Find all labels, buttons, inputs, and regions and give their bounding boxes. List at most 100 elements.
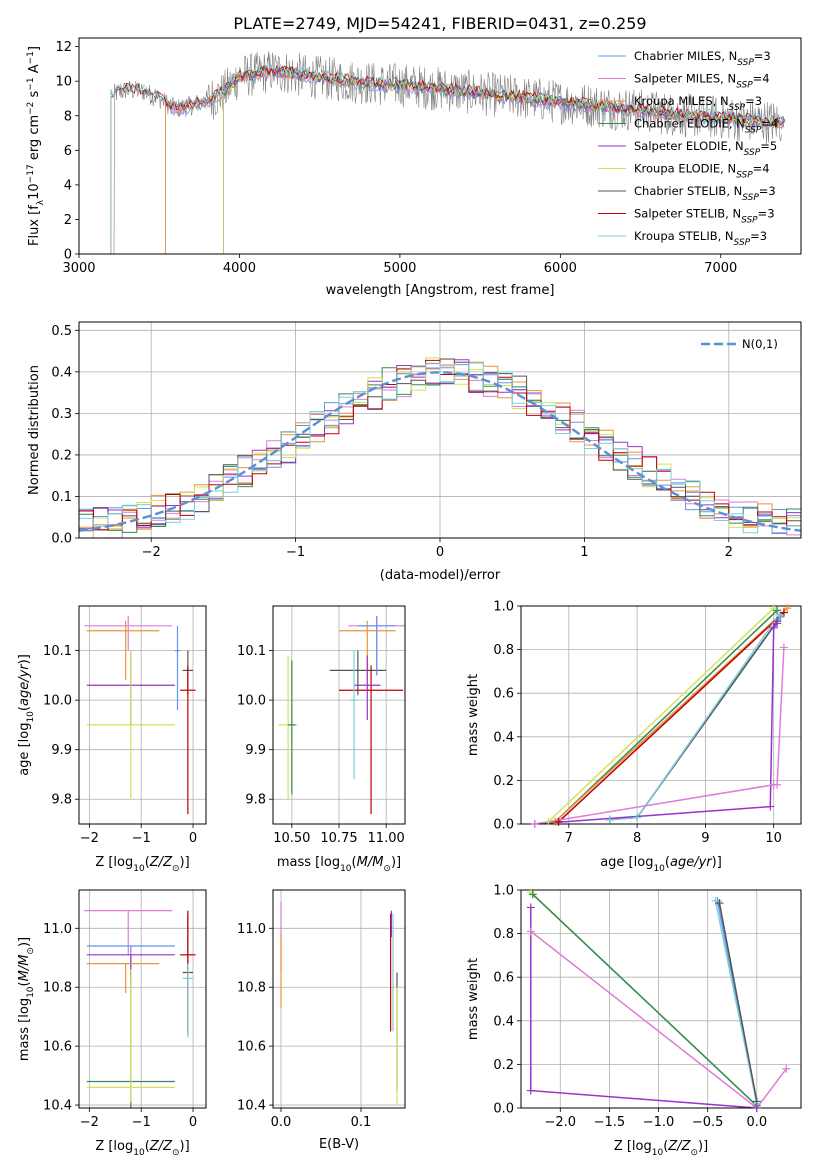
series-line [714,900,758,1104]
tick-label-y: 1.0 [493,600,514,615]
tick-label-y: 10.6 [237,1040,266,1055]
model-salpeter-stelib [110,64,786,254]
tick-label-x: −2.0 [545,1115,577,1130]
x-axis-label: (data-model)/error [380,568,501,583]
axes-frame [272,605,406,825]
tick-label-x: 7000 [704,261,737,276]
legend-entry: Salpeter MILES, NSSP=4 [634,72,770,91]
axes-frame [78,889,207,1109]
age-vs-Z-panel: −2 −1 0 9.8 9.9 10.0 10.1 Z [log10(Z/Z⊙)] age [l… [17,605,207,874]
series-line [609,616,782,821]
x-axis-label: Z [log10(Z/Z⊙)] [614,1139,708,1158]
tick-label-y: 0.6 [493,971,514,986]
tick-label-x: −0.5 [692,1115,724,1130]
tick-label-x: −2 [80,1115,99,1130]
residual-panel: −2 −1 0 1 2 0.0 0.1 0.2 0.3 0.4 0.5 N(0,1) (data-mod… [27,321,802,583]
mass-weight-vs-age-panel: 7 8 9 10 0.0 0.2 0.4 0.6 0.8 1.0 age [log10(age/yr… [466,600,802,874]
gaussian-curve [79,371,801,532]
ticks: 10.50 10.75 11.00 9.8 9.9 10.0 10.1 [237,644,405,846]
tick-label-x: 11.00 [368,831,405,846]
series-marker [530,820,539,828]
axes-frame [78,37,802,255]
tick-label-x: 10 [765,831,782,846]
tick-label-x: 8 [633,831,641,846]
series-marker [526,927,535,936]
figure-title: PLATE=2749, MJD=54241, FIBERID=0431, z=0… [233,14,646,33]
spectrum-legend: Chabrier MILES, NSSP=3 Salpeter MILES, NS… [598,49,778,248]
tick-label-y: 10.4 [237,1099,266,1114]
y-axis-label: Flux [fλ10−17 erg cm−2 s−1 A−1] [26,46,46,246]
mass-vs-EBV-panel: 0.0 0.1 10.4 10.6 10.8 11.0 [237,889,406,1130]
tick-label-y: 0.6 [493,687,514,702]
mass-vs-Z-panel: −2 −1 0 10.4 10.6 10.8 11.0 Z [log10(Z/Z⊙)] mass… [17,889,207,1158]
tick-label-y: 0.0 [493,1102,514,1117]
x-axis-label: mass [log10(M/M⊙)] [277,855,401,874]
mass-weight-vs-Z-panel: −2.0 −1.5 −1.0 −0.5 0.0 0.0 0.2 0.4 0.6 0.8 1.0 Z [… [466,884,802,1158]
plot-area [278,615,405,815]
plot-area [84,615,196,815]
tick-label-y: 0.0 [493,818,514,833]
plot-area [280,901,398,1106]
model-kroupa-stelib [110,63,786,254]
series-line [558,611,785,823]
ticks: −2.0 −1.5 −1.0 −0.5 0.0 0.0 0.2 0.4 0.6 0.8 1.0 [493,884,767,1131]
tick-label-x: −1 [132,831,151,846]
x-axis-label: Z [log10(Z/Z⊙)] [95,1139,189,1158]
grid [273,606,405,824]
tick-label-x: 0.0 [271,1115,292,1130]
x-axis-label: wavelength [Angstrom, rest frame] [326,283,555,298]
x-axis-label: E(B-V) [319,1137,359,1152]
grid [79,606,206,824]
y-axis-label: age [log10(age/yr)] [17,654,36,776]
series-line [609,620,778,821]
tick-label-y: 0 [64,248,72,263]
tick-label-y: 8 [64,109,72,124]
axes-frame [520,889,802,1109]
tick-label-y: 0.0 [51,532,72,547]
series-line [532,893,758,1107]
tick-label-x: 5000 [383,261,416,276]
x-axis-label: age [log10(age/yr)] [600,855,722,874]
axes-frame [520,605,802,825]
ticks: −2 −1 0 10.4 10.6 10.8 11.0 [43,922,197,1130]
plot-area [79,357,801,538]
tick-label-x: 4000 [223,261,256,276]
tick-label-y: 10.1 [43,644,72,659]
tick-label-y: 0.4 [493,730,514,745]
tick-label-y: 9.9 [245,743,266,758]
series-marker [752,1104,761,1112]
tick-label-y: 0.1 [51,490,72,505]
series-marker [528,890,537,899]
series-marker [633,813,642,822]
tick-label-y: 1.0 [493,884,514,899]
series-marker [554,817,563,826]
tick-label-y: 10.6 [43,1040,72,1055]
tick-label-x: −1 [286,545,305,560]
tick-label-x: 10.50 [273,831,310,846]
tick-label-x: 0 [436,545,444,560]
y-axis-label: mass weight [466,958,481,1040]
tick-label-y: 10.8 [43,981,72,996]
tick-label-y: 9.8 [245,793,266,808]
axes-frame [78,321,802,539]
spectrum-panel: 3000 4000 5000 6000 7000 0 2 4 6 8 10 12 Chabrier MI… [26,37,802,298]
series-line [609,614,780,821]
series-marker [783,604,792,613]
grid [79,890,206,1108]
legend-entry: Salpeter ELODIE, NSSP=5 [634,139,777,158]
tick-label-y: 9.9 [51,743,72,758]
tick-label-x: 0.1 [351,1115,372,1130]
axes-frame [78,605,207,825]
series-line [530,930,787,1108]
tick-label-y: 0.2 [51,448,72,463]
series-marker [605,815,614,824]
tick-label-y: 11.0 [237,922,266,937]
tick-label-y: 0.4 [493,1014,514,1029]
tick-label-x: −2 [142,545,161,560]
legend-entry: Chabrier ELODIE, NSSP=4 [634,117,778,136]
tick-label-x: 9 [701,831,709,846]
series-marker [766,802,775,811]
tick-label-y: 10.1 [237,644,266,659]
series-marker [773,606,782,615]
tick-label-y: 10.0 [237,694,266,709]
